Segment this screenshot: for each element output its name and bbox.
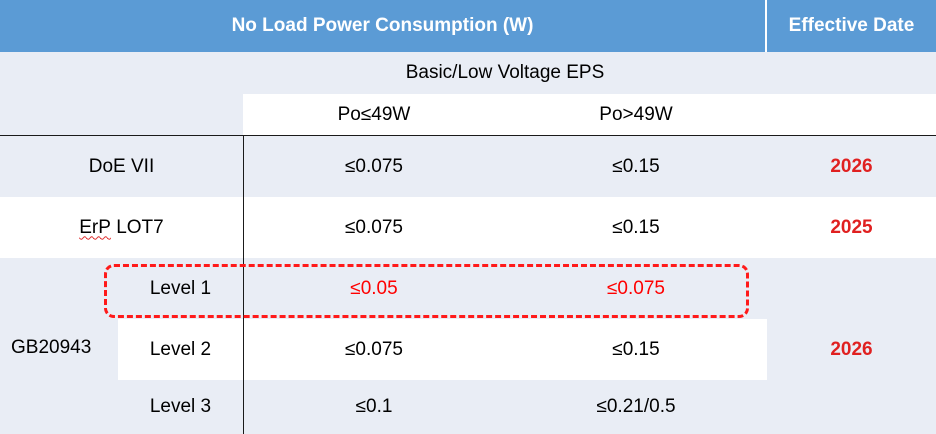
- effective-date-cell: 2026: [767, 258, 936, 434]
- table-cell: ≤0.075: [505, 258, 767, 319]
- table-cell: ≤0.075: [243, 319, 505, 380]
- row-label-doe-vii: DoE VII: [0, 136, 243, 197]
- level-label-2: Level 2: [118, 319, 243, 380]
- row-label-suffix: LOT7: [110, 216, 164, 238]
- table-cell: ≤0.075: [243, 136, 505, 197]
- effective-date-cell: 2026: [767, 136, 936, 197]
- table-cell: ≤0.075: [243, 197, 505, 258]
- subheader-group: Basic/Low Voltage EPS: [243, 52, 767, 94]
- row-label-gb20943: GB20943: [0, 258, 118, 434]
- subheader-date-blank: [767, 52, 936, 94]
- column-header-po-le-49w: Po≤49W: [243, 94, 505, 136]
- table-cell: ≤0.1: [243, 380, 505, 434]
- level-label-3: Level 3: [118, 380, 243, 434]
- table-title: No Load Power Consumption (W): [0, 0, 765, 52]
- row-label-erp-lot7: ErP LOT7: [0, 197, 243, 258]
- effective-date-header: Effective Date: [767, 0, 936, 52]
- column-divider-line: [243, 136, 244, 434]
- level-label-1: Level 1: [118, 258, 243, 319]
- column-header-date-blank: [767, 94, 936, 136]
- subheader-blank: [0, 52, 243, 136]
- table-cell: ≤0.15: [505, 319, 767, 380]
- table-cell: ≤0.15: [505, 136, 767, 197]
- highlight-box: [104, 264, 749, 318]
- table-cell: ≤0.05: [243, 258, 505, 319]
- column-header-po-gt-49w: Po>49W: [505, 94, 767, 136]
- effective-date-cell: 2025: [767, 197, 936, 258]
- table-cell: ≤0.15: [505, 197, 767, 258]
- header-divider-line: [0, 135, 936, 136]
- table-cell: ≤0.21/0.5: [505, 380, 767, 434]
- row-label-prefix: ErP: [79, 216, 111, 238]
